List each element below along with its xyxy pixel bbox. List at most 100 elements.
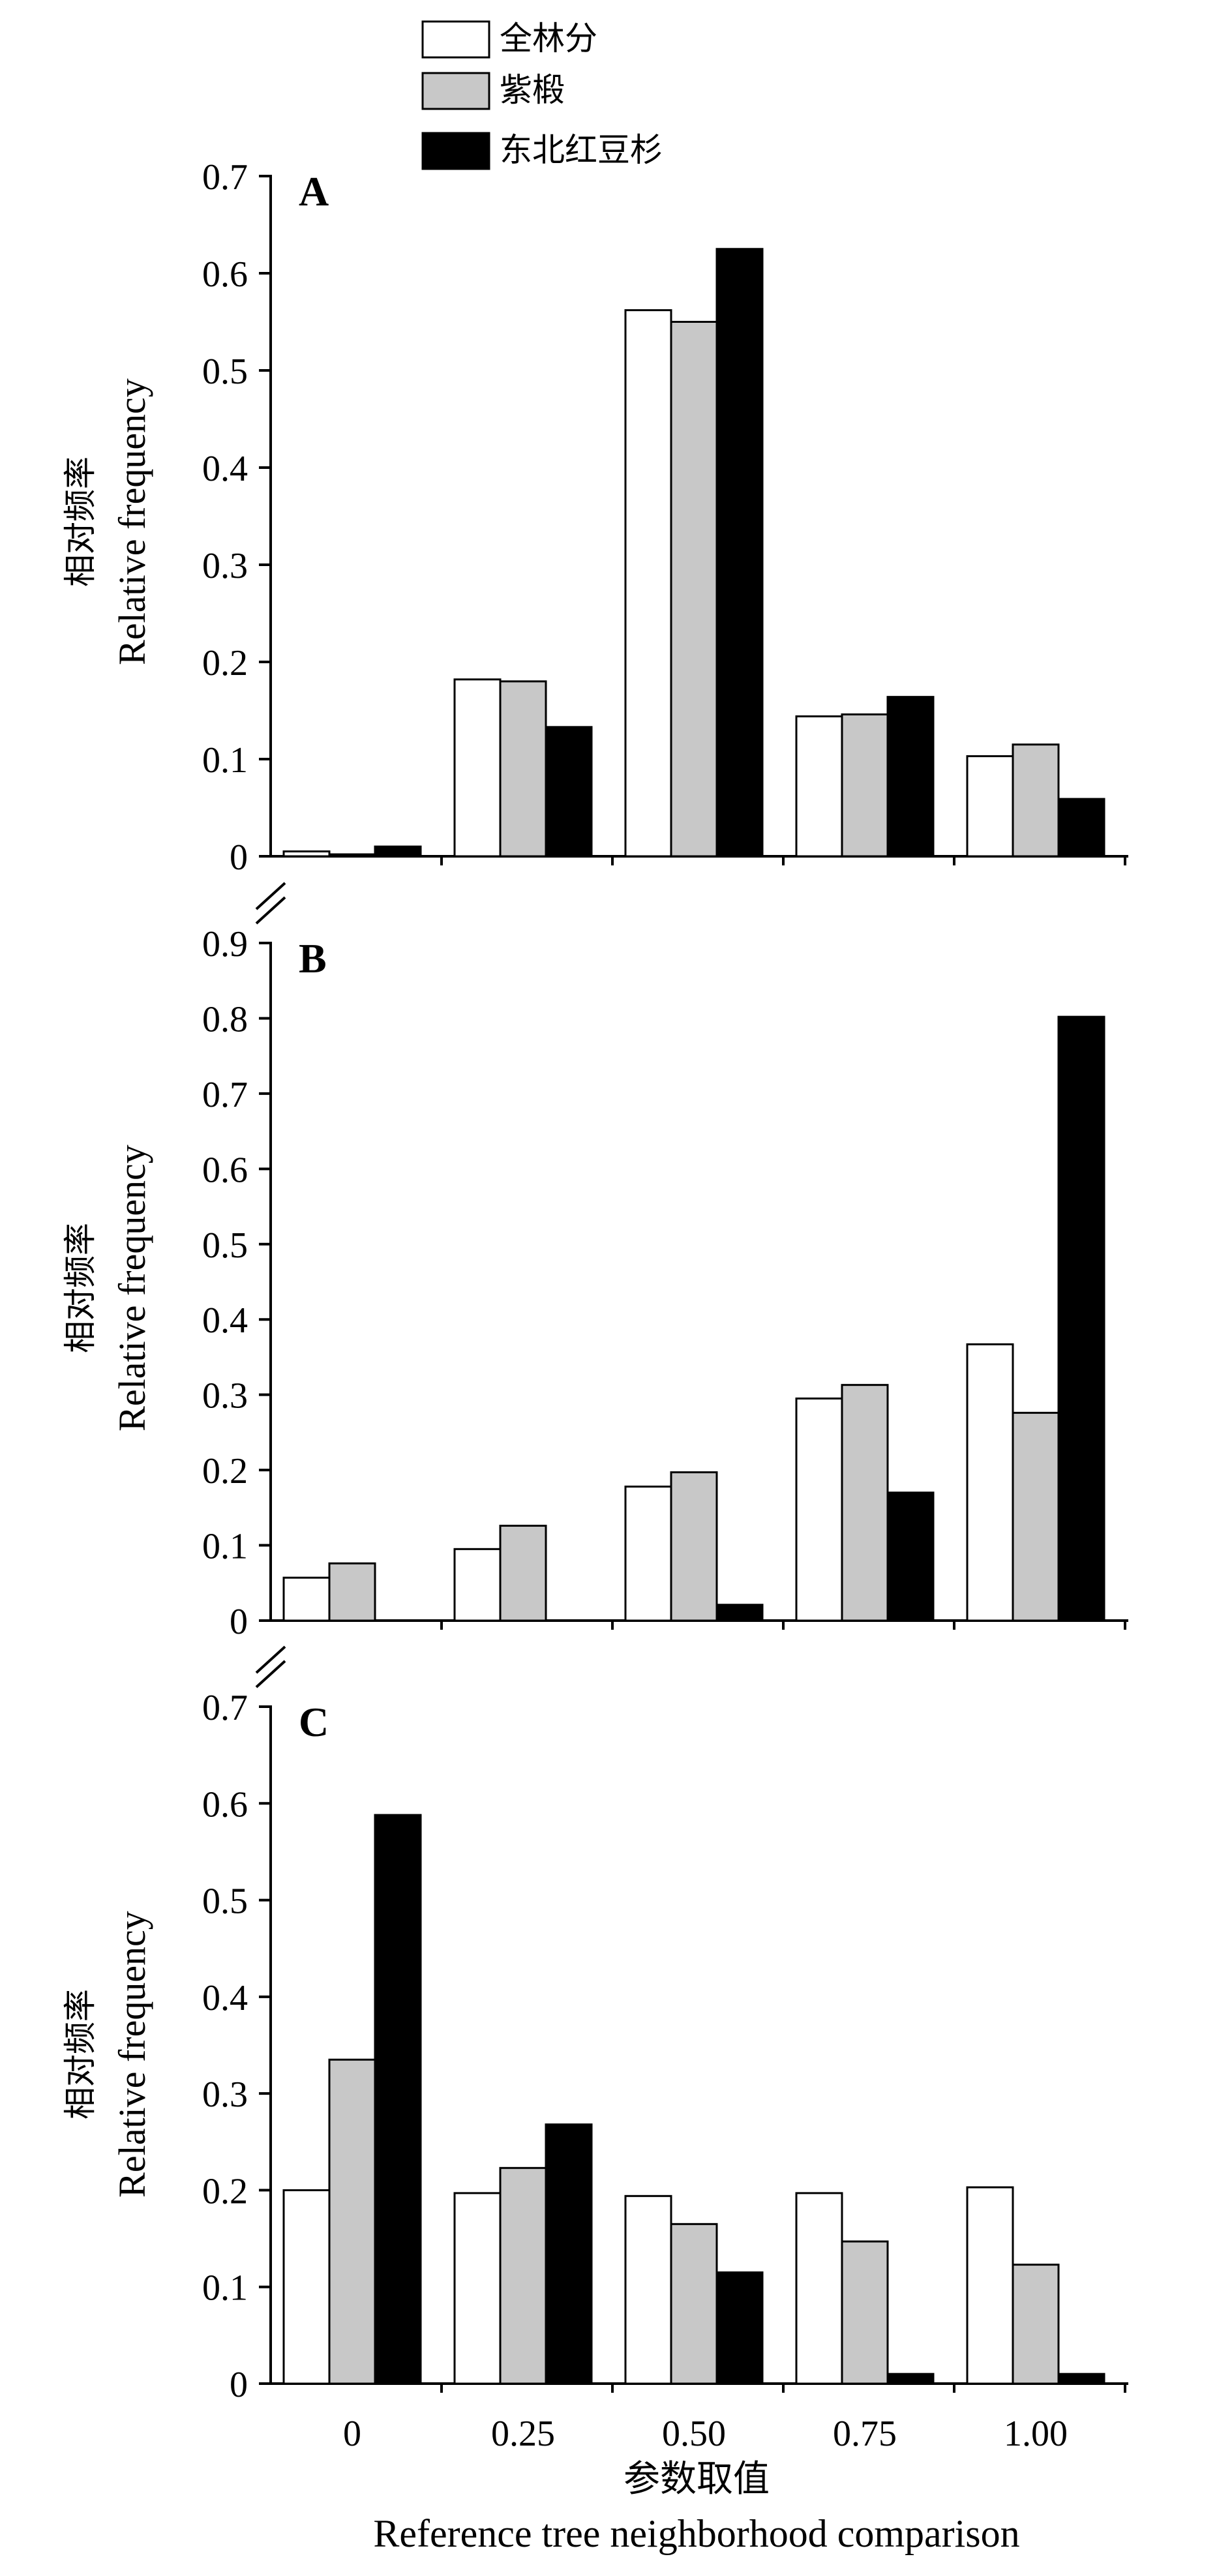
y-tick-label: 0.1 [202,1527,248,1567]
legend-label-taxus: 东北红豆杉 [500,131,663,169]
y-axis-label-a: 相对频率 Relative frequency [61,378,153,665]
y-tick-label: 0.3 [202,1376,248,1416]
bar-a-0-2 [374,845,422,858]
bar-a-4-0 [966,755,1014,858]
bar-a-3-1 [841,713,889,858]
bar-b-4-0 [966,1343,1014,1622]
y-tick-label: 0.6 [202,1150,248,1190]
y-tick-label: 0.4 [202,449,248,489]
y-tick-label: 0.3 [202,546,248,586]
y-tick-label: 0 [230,2365,248,2405]
axis-break-mark [255,1660,286,1688]
y-axis-label-en: Relative frequency [111,378,153,665]
bar-a-0-0 [282,850,331,858]
legend-swatch-taxus [421,132,490,170]
bar-a-4-1 [1012,743,1060,858]
y-tick-label: 0.7 [202,157,248,198]
bar-b-0-0 [282,1576,331,1622]
axis-break-mark [255,882,286,910]
bar-a-0-1 [328,853,376,858]
panel-letter: C [299,1699,329,1745]
y-axis-label-en: Relative frequency [111,1911,153,2198]
y-tick-label: 0.9 [202,924,248,965]
x-axis-label-en: Reference tree neighborhood comparison [373,2512,1019,2555]
bar-b-3-0 [795,1397,843,1622]
x-tick-label: 0.75 [833,2414,897,2454]
bar-b-3-1 [841,1384,889,1622]
y-tick-label: 0.6 [202,254,248,295]
bar-c-4-0 [966,2186,1014,2385]
bar-c-0-2 [374,1814,422,2385]
panel-a: 0 0.1 0.2 0.3 0.4 0.5 0.6 0.7 A [202,157,1128,878]
y-axis-label-en: Relative frequency [111,1145,153,1431]
y-tick-label: 0.2 [202,1451,248,1491]
bar-a-3-0 [795,715,843,858]
panel-b: 0 0.1 0.2 0.3 0.4 0.5 0.6 0.7 0.8 0.9 B [202,882,1128,1642]
bar-a-1-2 [545,726,593,858]
panel-c: 0 0.1 0.2 0.3 0.4 0.5 0.6 0.7 C 0 0.25 0.50 0.75 1.00 [202,1645,1128,2454]
y-axis-label-cn: 相对频率 [61,1989,99,2119]
bar-c-3-1 [841,2240,889,2385]
panel-letter: B [299,935,327,981]
bar-a-3-2 [886,696,935,858]
bar-b-4-2 [1057,1015,1105,1622]
bar-a-2-2 [715,248,764,858]
y-tick-label: 0.4 [202,1978,248,2018]
bar-c-1-1 [499,2166,547,2385]
legend-label-whole-stand: 全林分 [500,20,597,57]
bar-b-1-0 [453,1548,502,1622]
bar-b-2-2 [715,1604,764,1622]
x-tick-label: 0 [343,2414,361,2454]
bar-b-1-1 [499,1525,547,1622]
legend-swatch-whole-stand [421,20,490,59]
y-tick-label: 0.7 [202,1688,248,1728]
y-tick-label: 0.8 [202,999,248,1040]
bar-b-2-1 [670,1471,718,1622]
y-tick-label: 0.5 [202,1881,248,1922]
bar-a-1-1 [499,680,547,858]
y-tick-label: 0.3 [202,2074,248,2115]
bar-a-2-1 [670,321,718,858]
bar-c-0-1 [328,2058,376,2385]
bar-a-4-2 [1057,798,1105,858]
y-tick-label: 0.7 [202,1075,248,1115]
bar-c-3-2 [886,2373,935,2385]
panel-letter: A [299,168,329,215]
bar-a-2-0 [624,309,672,858]
bar-c-1-2 [545,2123,593,2385]
bar-c-0-0 [282,2189,331,2385]
y-tick-label: 0.4 [202,1300,248,1341]
y-tick-label: 0.2 [202,643,248,683]
bar-c-1-0 [453,2192,502,2385]
y-axis-label-b: 相对频率 Relative frequency [61,1145,153,1431]
legend-label-tilia: 紫椴 [500,71,565,109]
bar-c-2-2 [715,2271,764,2385]
x-tick-label: 0.25 [491,2414,555,2454]
bar-c-2-1 [670,2223,718,2385]
bar-b-0-1 [328,1562,376,1622]
axis-break-mark [255,896,286,925]
bar-b-2-0 [624,1486,672,1622]
bar-c-3-0 [795,2192,843,2385]
bar-c-2-0 [624,2194,672,2385]
y-tick-label: 0.1 [202,740,248,781]
y-axis-label-c: 相对频率 Relative frequency [61,1911,153,2198]
y-tick-label: 0.1 [202,2268,248,2309]
axis-break-mark [255,1645,286,1674]
x-axis-label-cn: 参数取值 [624,2458,770,2500]
bar-b-4-1 [1012,1411,1060,1622]
y-axis-label-cn: 相对频率 [61,1223,99,1353]
x-tick-label: 1.00 [1004,2414,1068,2454]
bar-b-3-2 [886,1491,935,1622]
legend: 全林分 紫椴 东北红豆杉 [421,20,663,170]
y-tick-label: 0 [230,837,248,878]
y-tick-label: 0.5 [202,352,248,392]
bar-c-4-1 [1012,2264,1060,2385]
legend-swatch-tilia [421,72,490,110]
bar-c-4-2 [1057,2373,1105,2385]
x-tick-label: 0.50 [662,2414,726,2454]
y-tick-label: 0.5 [202,1225,248,1266]
y-tick-label: 0 [230,1602,248,1642]
y-tick-label: 0.6 [202,1784,248,1825]
